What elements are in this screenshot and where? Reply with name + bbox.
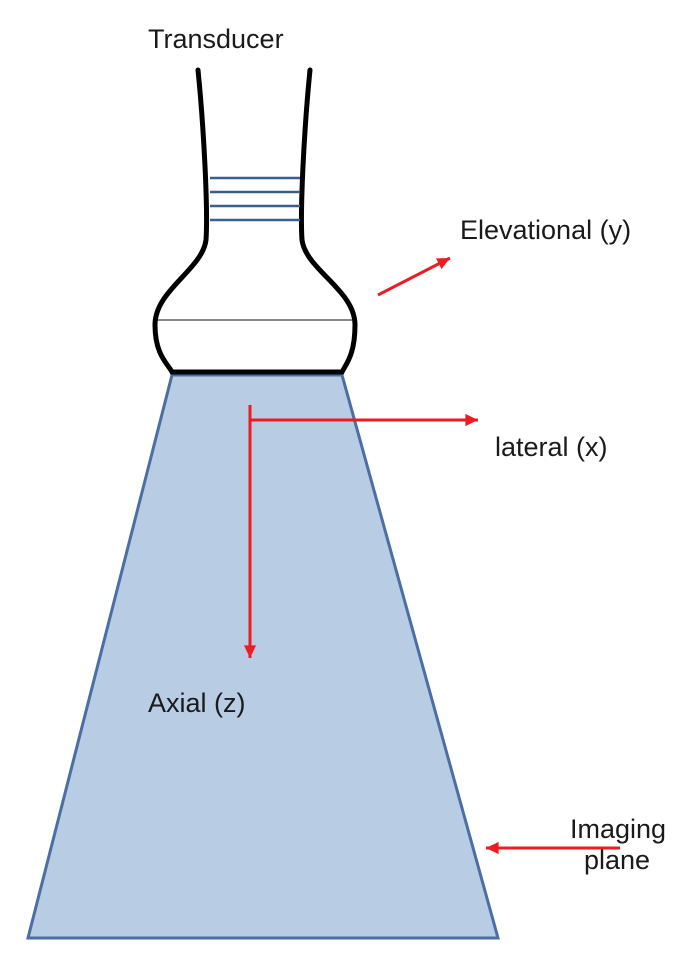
lateral-label: lateral (x): [495, 432, 608, 463]
diagram-canvas: [0, 0, 688, 954]
imaging-plane-label: Imaging plane: [570, 814, 666, 876]
imaging-plane-label-line1: Imaging: [570, 814, 666, 844]
imaging-plane-label-line2: plane: [570, 845, 650, 875]
axial-label: Axial (z): [148, 688, 246, 719]
transducer-label: Transducer: [148, 24, 284, 55]
imaging-plane-shape: [28, 375, 498, 938]
elevational-label: Elevational (y): [460, 215, 631, 246]
elevational-arrow: [378, 258, 450, 295]
